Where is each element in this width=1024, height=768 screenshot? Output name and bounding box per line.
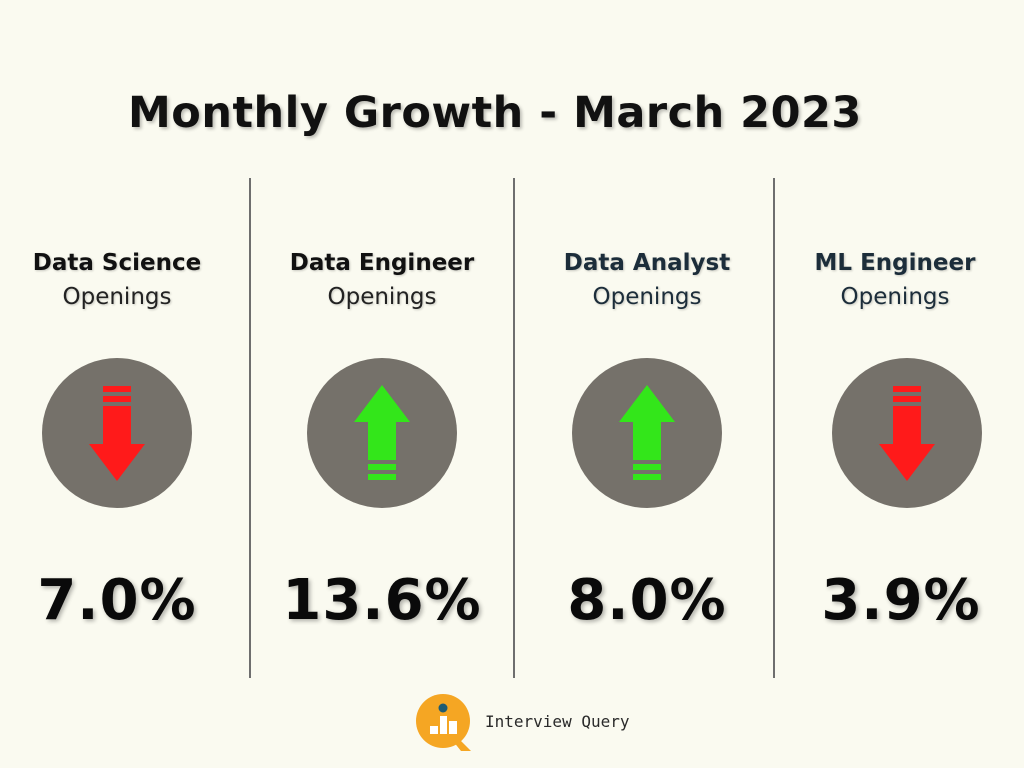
- arrow-up-icon: [354, 385, 410, 480]
- arrow-up-icon: [619, 385, 675, 480]
- magnifier-chart-icon: [416, 694, 471, 751]
- metric-data-engineer: Data Engineer Openings 13.6%: [257, 250, 507, 633]
- metric-data-analyst: Data Analyst Openings 8.0%: [522, 250, 772, 633]
- metric-subtitle: Openings: [592, 284, 702, 310]
- trend-badge: [42, 358, 192, 508]
- metric-name: Data Analyst: [563, 250, 731, 276]
- metric-name: ML Engineer: [814, 250, 976, 276]
- metric-subtitle: Openings: [840, 284, 950, 310]
- metric-data-science: Data Science Openings 7.0%: [0, 250, 242, 633]
- trend-badge: [307, 358, 457, 508]
- divider-2: [513, 178, 515, 678]
- metric-ml-engineer: ML Engineer Openings 3.9%: [770, 250, 1020, 633]
- divider-1: [249, 178, 251, 678]
- trend-badge: [832, 358, 982, 508]
- divider-3: [773, 178, 775, 678]
- metric-subtitle: Openings: [327, 284, 437, 310]
- trend-badge: [572, 358, 722, 508]
- metric-value: 8.0%: [567, 568, 727, 633]
- metric-name: Data Engineer: [289, 250, 475, 276]
- metric-subtitle: Openings: [62, 284, 172, 310]
- arrow-down-icon: [89, 386, 145, 481]
- page-title: Monthly Growth - March 2023: [128, 88, 862, 138]
- metric-value: 3.9%: [821, 568, 981, 633]
- metric-value: 13.6%: [282, 568, 482, 633]
- metric-name: Data Science: [32, 250, 202, 276]
- metric-value: 7.0%: [37, 568, 197, 633]
- brand-name: Interview Query: [485, 712, 630, 731]
- arrow-down-icon: [879, 386, 935, 481]
